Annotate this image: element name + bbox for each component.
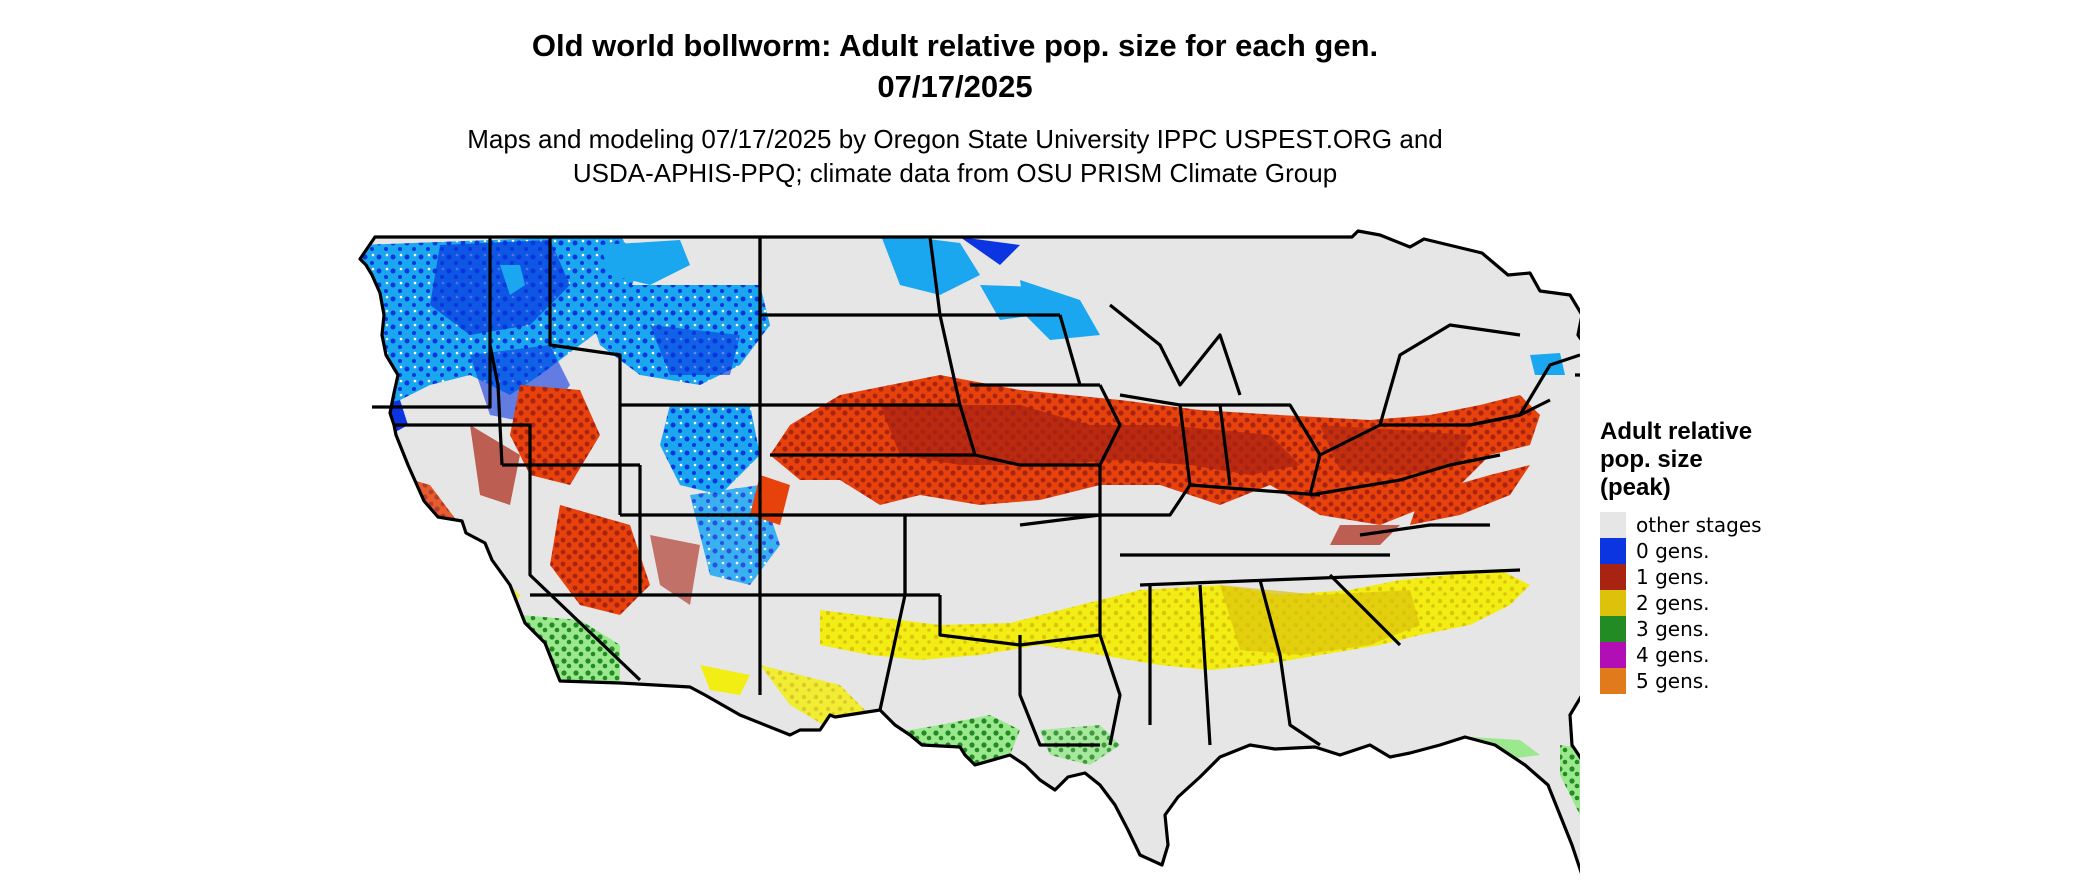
legend-label: 4 gens.: [1636, 643, 1710, 667]
map-title: Old world bollworm: Adult relative pop. …: [531, 28, 1379, 63]
state-borders: [358, 229, 1580, 890]
map-legend: Adult relative pop. size (peak) other st…: [1600, 418, 1860, 694]
legend-swatch: [1600, 642, 1626, 668]
legend-title-line: Adult relative: [1600, 418, 1753, 445]
legend-title-line: (peak): [1600, 474, 1671, 501]
legend-swatch: [1600, 538, 1626, 564]
zone-4-gens: [1168, 821, 1580, 888]
legend-item-1-gens: 1 gens.: [1600, 564, 1860, 590]
credit-line-1: Maps and modeling 07/17/2025 by Oregon S…: [467, 124, 1443, 154]
legend-title: Adult relative pop. size (peak): [1600, 418, 1860, 502]
map-zones: [360, 231, 1580, 890]
legend-item-other-stages: other stages: [1600, 512, 1860, 538]
map-date: 07/17/2025: [877, 69, 1033, 104]
legend-swatch: [1600, 668, 1626, 694]
legend-swatch: [1600, 616, 1626, 642]
legend-item-5-gens: 5 gens.: [1600, 668, 1860, 694]
legend-swatch: [1600, 512, 1626, 538]
legend-label: other stages: [1636, 513, 1762, 537]
legend-item-3-gens: 3 gens.: [1600, 616, 1860, 642]
credit-line-2: USDA-APHIS-PPQ; climate data from OSU PR…: [572, 158, 1338, 188]
legend-swatch: [1600, 590, 1626, 616]
us-map: [320, 225, 1580, 890]
legend-title-line: pop. size: [1600, 446, 1703, 473]
legend-item-0-gens: 0 gens.: [1600, 538, 1860, 564]
legend-label: 0 gens.: [1636, 539, 1710, 563]
legend-label: 5 gens.: [1636, 669, 1710, 693]
legend-swatch: [1600, 564, 1626, 590]
legend-label: 3 gens.: [1636, 617, 1710, 641]
legend-item-2-gens: 2 gens.: [1600, 590, 1860, 616]
legend-label: 2 gens.: [1636, 591, 1710, 615]
legend-item-4-gens: 4 gens.: [1600, 642, 1860, 668]
legend-label: 1 gens.: [1636, 565, 1710, 589]
